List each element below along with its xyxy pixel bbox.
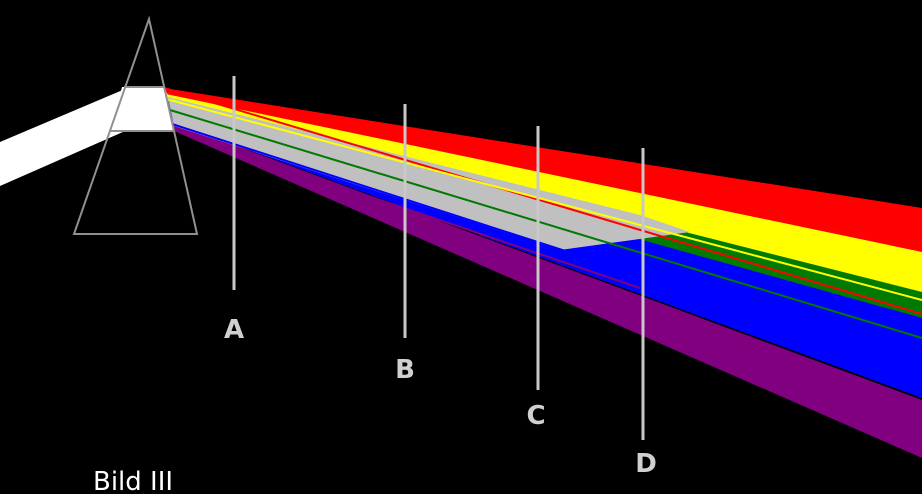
ray-violet-edge <box>173 129 641 289</box>
ray-green-edge <box>169 109 922 339</box>
ray-blue-edge <box>171 123 922 367</box>
ray-yellow-edge <box>169 99 922 301</box>
marker-label-c: C <box>526 401 545 431</box>
marker-label-d: D <box>635 449 657 479</box>
figure-caption: Bild III <box>93 467 173 497</box>
beam-inside-prism <box>110 87 174 131</box>
marker-label-b: B <box>395 355 415 385</box>
prism-outline <box>72 15 199 235</box>
ray-red-lower-edge <box>163 87 922 315</box>
band-mixed-overlap <box>168 97 690 250</box>
band-violet <box>172 122 922 458</box>
marker-label-a: A <box>224 315 244 345</box>
incident-white-beam <box>0 86 132 186</box>
